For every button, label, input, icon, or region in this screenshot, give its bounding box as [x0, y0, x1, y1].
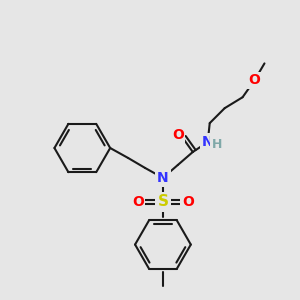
Text: O: O	[182, 195, 194, 209]
Text: O: O	[249, 73, 260, 87]
Text: N: N	[202, 135, 214, 149]
Text: O: O	[132, 195, 144, 209]
Text: N: N	[157, 171, 169, 185]
Text: S: S	[158, 194, 168, 209]
Text: O: O	[172, 128, 184, 142]
Text: H: H	[212, 137, 222, 151]
